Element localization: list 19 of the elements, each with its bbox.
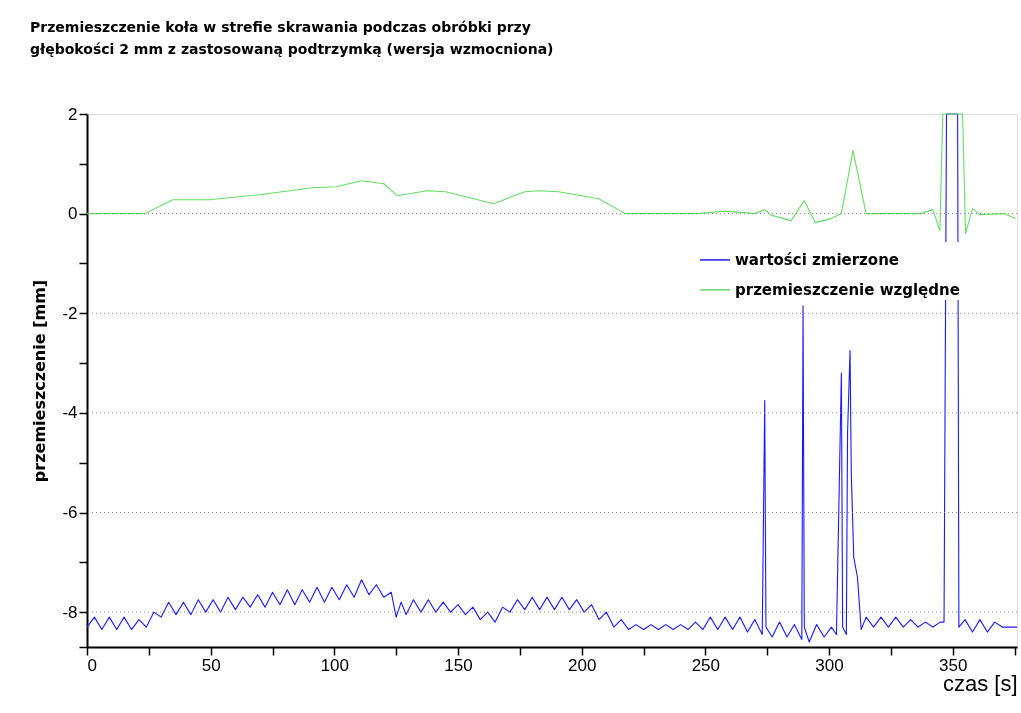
line-series bbox=[86, 113, 1017, 235]
x-tick-label: 150 bbox=[444, 655, 473, 675]
x-tick-label: 300 bbox=[815, 655, 844, 675]
x-tick-label: 100 bbox=[320, 655, 350, 675]
y-tick-label: -4 bbox=[62, 403, 78, 423]
y-tick-label: 0 bbox=[68, 204, 78, 224]
x-tick-label: 200 bbox=[567, 655, 597, 675]
y-tick-label: -2 bbox=[62, 303, 78, 323]
x-tick-label: 0 bbox=[87, 655, 97, 675]
y-tick-label: -8 bbox=[62, 602, 78, 622]
y-tick-label: -6 bbox=[62, 503, 78, 522]
x-tick-label: 250 bbox=[691, 655, 721, 675]
x-tick-label: 50 bbox=[201, 655, 221, 675]
chart-title: Przemieszczenie koła w strefie skrawania podczas obróbki przy głębokości 2 mm z zastosowaną podtrzymką (wersja wzmocniona) bbox=[30, 19, 554, 57]
legend-label: przemieszczenie względne bbox=[735, 280, 960, 299]
y-axis-title: przemieszczenie [mm] bbox=[30, 279, 50, 483]
legend-label: wartości zmierzone bbox=[735, 250, 899, 269]
line-series bbox=[86, 113, 1018, 643]
y-tick-label: 2 bbox=[68, 104, 78, 124]
